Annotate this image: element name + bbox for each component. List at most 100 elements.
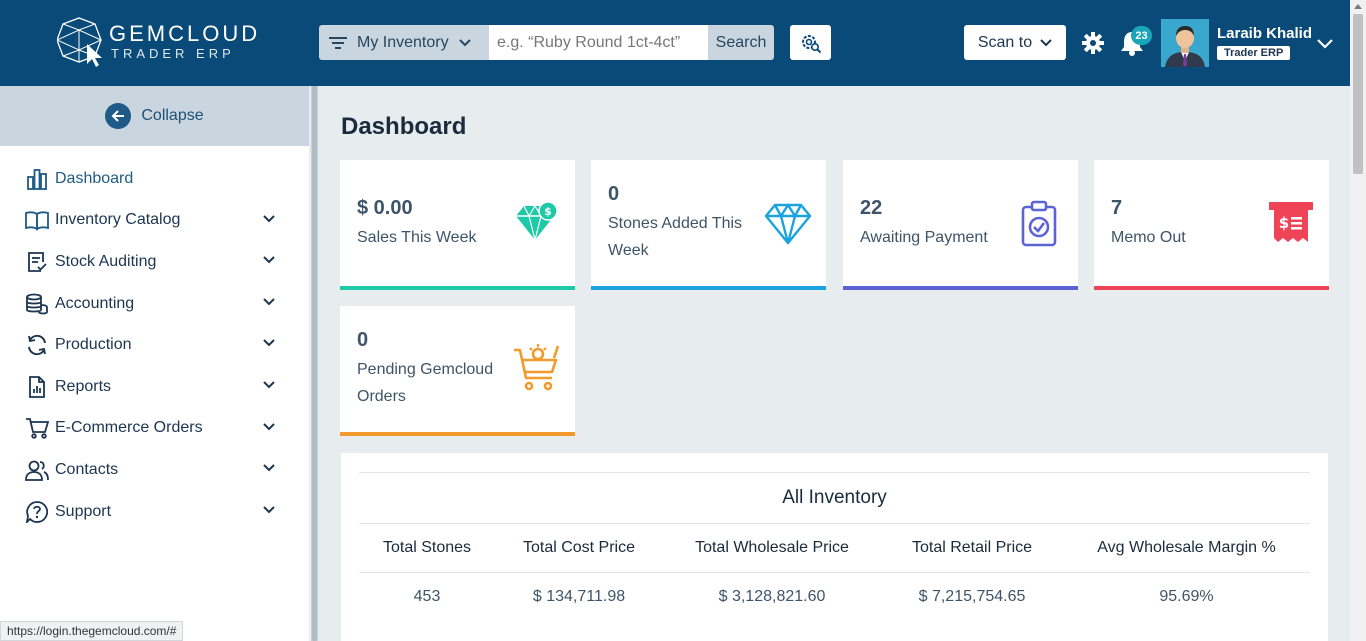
filter-icon	[329, 36, 347, 49]
table-cell: $ 134,711.98	[532, 588, 626, 606]
stat-value: 22	[860, 197, 883, 219]
chevron-down-icon	[1317, 39, 1333, 49]
svg-text:$: $	[544, 205, 552, 218]
stat-label: Sales This Week	[357, 229, 477, 246]
sidebar: Collapse Dashboard Inventory Catalog Sto…	[0, 86, 309, 641]
scroll-up-arrow-icon[interactable]	[1354, 4, 1362, 9]
users-icon	[25, 458, 49, 482]
diamond-dollar-icon: $	[516, 201, 558, 241]
stat-card-stones-added[interactable]: 0 Stones Added This Week	[591, 160, 826, 290]
receipt-dollar-icon: $	[1269, 202, 1313, 242]
refresh-icon	[25, 333, 49, 357]
chevron-down-icon	[458, 38, 471, 46]
stat-card-pending-orders[interactable]: 0 Pending Gemcloud Orders	[340, 306, 575, 436]
table-cell: 453	[413, 588, 441, 606]
sidebar-nav: Dashboard Inventory Catalog Stock Auditi…	[0, 158, 309, 532]
sidebar-item-support[interactable]: Support	[0, 491, 309, 533]
inventory-summary-table: Total Stones Total Cost Price Total Whol…	[359, 524, 1310, 622]
svg-text:$: $	[1279, 214, 1289, 232]
column-header: Total Cost Price	[495, 524, 663, 573]
stat-card-memo-out[interactable]: 7 Memo Out $	[1094, 160, 1329, 290]
arrow-left-icon	[105, 103, 132, 129]
user-avatar-icon	[1161, 19, 1209, 67]
table-cell: 95.69%	[1159, 588, 1214, 606]
sidebar-item-contacts[interactable]: Contacts	[0, 449, 309, 491]
sidebar-item-label: Accounting	[55, 294, 135, 312]
stat-label: Stones Added This Week	[608, 215, 743, 259]
collapse-sidebar-button[interactable]: Collapse	[0, 86, 309, 146]
brand-name: GEMCLOUD	[109, 21, 261, 46]
sidebar-item-stock-auditing[interactable]: Stock Auditing	[0, 241, 309, 283]
card-accent-bar	[843, 286, 1078, 290]
cart-icon	[25, 416, 49, 440]
column-header: Total Stones	[359, 524, 495, 573]
chevron-down-icon	[263, 256, 275, 264]
avatar[interactable]	[1161, 19, 1209, 67]
brand-logo[interactable]: GEMCLOUD TRADER ERP	[57, 16, 267, 70]
column-header: Total Wholesale Price	[663, 524, 881, 573]
inventory-title: All Inventory	[359, 472, 1310, 524]
stat-label: Memo Out	[1111, 229, 1186, 246]
chevron-down-icon	[263, 506, 275, 514]
page-title: Dashboard	[341, 113, 467, 140]
settings-search-icon	[801, 34, 821, 53]
brand-text: GEMCLOUD TRADER ERP	[109, 21, 261, 62]
sidebar-item-label: Support	[55, 502, 112, 520]
search-bar: My Inventory Search	[319, 25, 774, 60]
search-settings-button[interactable]	[790, 25, 831, 60]
stat-card-sales[interactable]: $ 0.00 Sales This Week $	[340, 160, 575, 290]
settings-button[interactable]	[1082, 32, 1104, 59]
chevron-down-icon	[1040, 38, 1052, 46]
sidebar-item-ecommerce-orders[interactable]: E-Commerce Orders	[0, 408, 309, 450]
sidebar-item-label: Production	[55, 336, 132, 354]
chevron-down-icon	[263, 422, 275, 430]
cart-gem-icon	[514, 344, 560, 391]
sidebar-scrollbar[interactable]	[311, 86, 318, 641]
report-icon	[25, 375, 49, 399]
book-icon	[25, 208, 49, 232]
card-accent-bar	[340, 432, 575, 436]
column-header: Avg Wholesale Margin %	[1063, 524, 1310, 573]
chevron-down-icon	[263, 298, 275, 306]
notification-badge: 23	[1131, 26, 1152, 45]
stat-value: $ 0.00	[357, 197, 413, 219]
card-accent-bar	[1094, 286, 1329, 290]
top-header: GEMCLOUD TRADER ERP My Inventory Search	[0, 0, 1350, 86]
stat-value: 0	[357, 329, 369, 351]
stat-card-awaiting-payment[interactable]: 22 Awaiting Payment	[843, 160, 1078, 290]
help-icon	[25, 500, 49, 524]
gear-icon	[1082, 32, 1104, 54]
search-button[interactable]: Search	[708, 25, 774, 60]
scan-to-dropdown[interactable]: Scan to	[964, 25, 1066, 60]
sidebar-item-label: Inventory Catalog	[55, 211, 181, 229]
user-role-badge: Trader ERP	[1217, 46, 1291, 60]
clipboard-check-icon	[25, 250, 49, 274]
table-cell: $ 7,215,754.65	[918, 588, 1026, 606]
stat-label: Awaiting Payment	[860, 229, 988, 246]
search-filter-dropdown[interactable]: My Inventory	[319, 25, 489, 60]
sidebar-item-reports[interactable]: Reports	[0, 366, 309, 408]
page-scrollbar[interactable]	[1350, 0, 1366, 641]
sidebar-item-production[interactable]: Production	[0, 324, 309, 366]
search-filter-label: My Inventory	[357, 33, 449, 51]
stat-label: Pending Gemcloud Orders	[357, 361, 494, 405]
table-row: 453 $ 134,711.98 $ 3,128,821.60 $ 7,215,…	[359, 572, 1310, 622]
clipboard-check-icon	[1021, 200, 1057, 247]
sidebar-item-label: E-Commerce Orders	[55, 419, 203, 437]
all-inventory-panel: All Inventory Total Stones Total Cost Pr…	[341, 453, 1328, 641]
scrollbar-thumb[interactable]	[1353, 14, 1363, 174]
sidebar-item-label: Dashboard	[55, 169, 134, 187]
table-header-row: Total Stones Total Cost Price Total Whol…	[359, 524, 1310, 573]
status-bar-url: https://login.thegemcloud.com/#	[0, 621, 184, 641]
user-menu-toggle[interactable]	[1317, 36, 1333, 54]
sidebar-item-dashboard[interactable]: Dashboard	[0, 158, 309, 200]
collapse-label: Collapse	[141, 107, 204, 124]
sidebar-item-label: Stock Auditing	[55, 252, 157, 270]
sidebar-item-label: Contacts	[55, 460, 119, 478]
sidebar-item-inventory-catalog[interactable]: Inventory Catalog	[0, 200, 309, 242]
card-accent-bar	[340, 286, 575, 290]
search-input[interactable]	[489, 25, 708, 60]
user-name[interactable]: Laraib Khalid	[1217, 25, 1313, 42]
stat-value: 0	[608, 183, 620, 205]
sidebar-item-accounting[interactable]: Accounting	[0, 283, 309, 325]
